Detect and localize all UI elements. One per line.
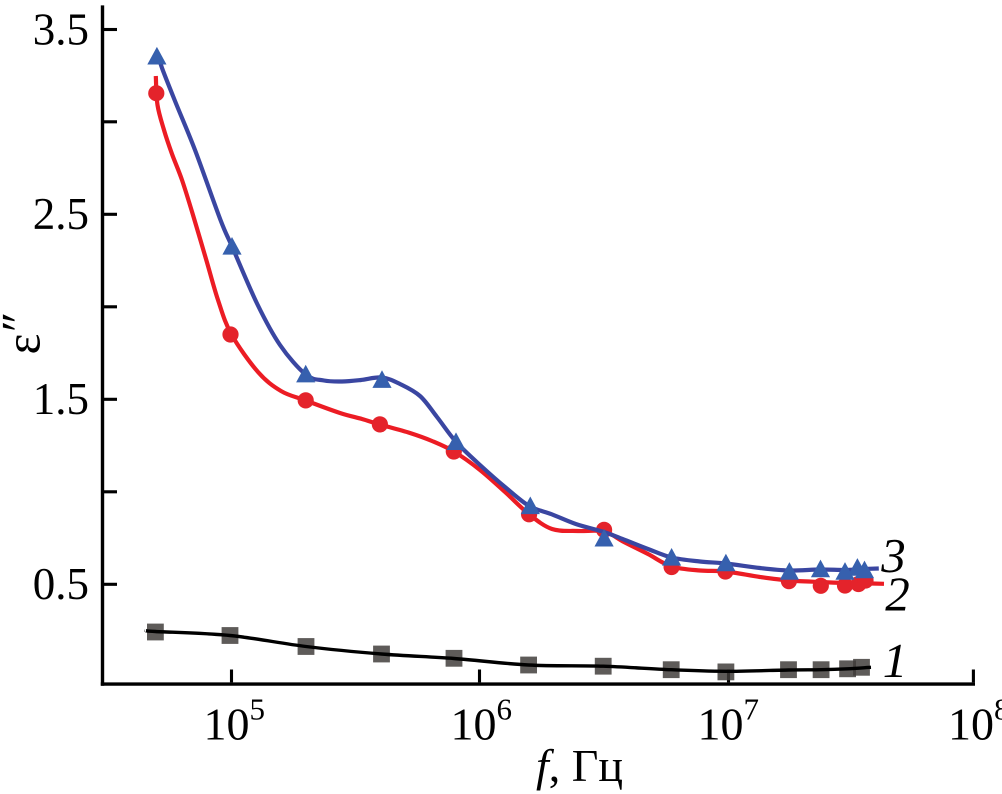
svg-text:1.5: 1.5 bbox=[33, 374, 89, 424]
svg-text:3: 3 bbox=[880, 528, 906, 583]
svg-text:108: 108 bbox=[948, 692, 1002, 750]
svg-text:0.5: 0.5 bbox=[33, 559, 89, 609]
svg-text:3.5: 3.5 bbox=[33, 4, 89, 54]
svg-text:f, Гц: f, Гц bbox=[536, 740, 623, 791]
svg-text:2.5: 2.5 bbox=[33, 189, 89, 239]
svg-text:2: 2 bbox=[885, 567, 910, 622]
svg-text:1: 1 bbox=[883, 633, 908, 688]
svg-text:ε: ε bbox=[0, 334, 51, 355]
